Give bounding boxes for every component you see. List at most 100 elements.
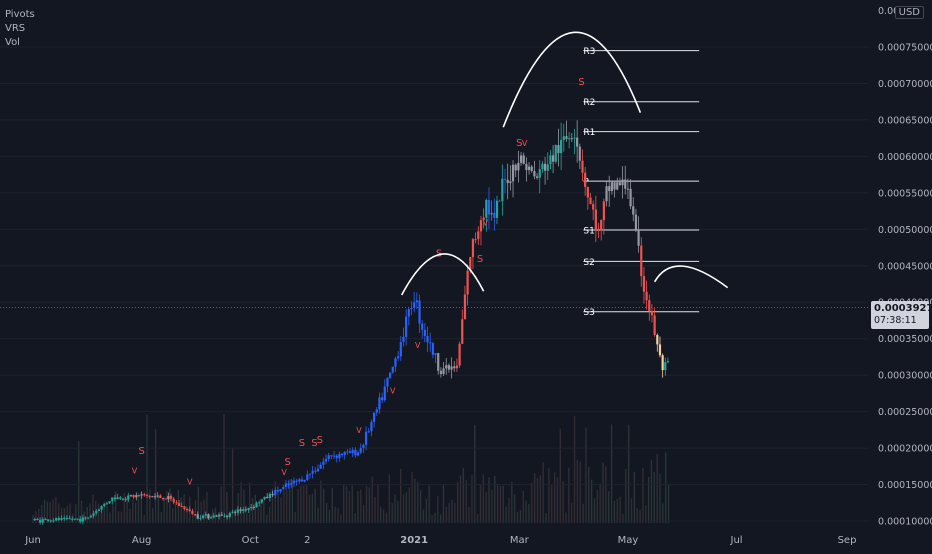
candle-body (255, 502, 258, 508)
volume-bar (382, 509, 385, 523)
legend-item-vol[interactable]: Vol (5, 37, 20, 48)
volume-bar (442, 484, 445, 523)
y-tick-label: 0.00010000 (878, 517, 932, 528)
volume-bar (123, 493, 125, 523)
candle-body (541, 163, 544, 170)
volume-bar (106, 505, 108, 523)
volume-bar (496, 483, 499, 523)
candle-body (519, 155, 523, 163)
candle-body (527, 166, 531, 171)
volume-bar (243, 489, 245, 523)
volume-bar (320, 480, 322, 523)
candle-body (637, 229, 640, 246)
legend-item-vrs[interactable]: VRS (5, 23, 26, 34)
volume-bar (72, 513, 74, 523)
volume-bar (434, 512, 436, 523)
volume-bar (166, 490, 168, 523)
candle-body (632, 206, 635, 215)
candle-body (127, 495, 130, 500)
volume-bar (134, 502, 137, 523)
candle-body (455, 365, 459, 369)
candle-body (250, 507, 253, 509)
candle-body (44, 519, 47, 521)
candle-body (116, 497, 119, 500)
volume-bar (194, 500, 197, 523)
volume-bar (140, 492, 142, 523)
candle-body (300, 479, 304, 482)
volume-bar (209, 514, 211, 523)
currency-label[interactable]: USD (894, 6, 924, 19)
volume-bar (66, 506, 68, 523)
candle-body (586, 186, 589, 198)
volume-bar (214, 507, 217, 523)
candle-body (581, 160, 584, 173)
candle-body (33, 518, 36, 521)
volume-bar (294, 512, 296, 523)
candle-body (447, 365, 451, 370)
volume-bar (613, 500, 616, 523)
candle-body (97, 509, 101, 511)
candle-body (397, 356, 400, 359)
candle-body (314, 470, 317, 472)
candle-body (362, 444, 365, 448)
candle-body (589, 197, 592, 205)
x-tick-label: Jul (730, 535, 743, 546)
signal-marker: V (356, 426, 362, 435)
volume-bar (553, 472, 556, 523)
candle-body (661, 355, 664, 371)
signal-marker: V (483, 219, 489, 228)
volume-bar (482, 474, 484, 523)
candle-body (340, 453, 344, 456)
volume-bar (380, 506, 382, 523)
volume-bar (559, 428, 561, 523)
candle-body (666, 361, 670, 363)
x-tick-label: Oct (242, 535, 259, 546)
candle-body (327, 455, 330, 459)
candle-body (624, 179, 627, 189)
candle-body (124, 498, 127, 500)
candle-body (108, 501, 111, 504)
volume-bar (35, 511, 37, 523)
candle-body (495, 200, 499, 218)
volume-bar (325, 503, 328, 523)
pivot-label: R3 (583, 47, 595, 57)
y-tick-label: 0.00070000 (878, 79, 932, 90)
candle-body (266, 496, 269, 498)
legend-item-pivots[interactable]: Pivots (5, 9, 35, 20)
y-tick-label: 0.00060000 (878, 152, 932, 163)
candle-body (533, 170, 536, 177)
candle-body (87, 517, 90, 519)
volume-bar (633, 472, 636, 523)
candle-body (319, 464, 322, 469)
candle-body (234, 511, 237, 513)
pivot-levels: R3 R2 R1 P S1 S2 S3 (0, 47, 868, 318)
candle-body (60, 518, 63, 520)
volume-bar (32, 514, 34, 523)
candle-body (405, 316, 408, 337)
candle-body (137, 495, 141, 497)
volume-bar (157, 495, 160, 523)
volume-bar (334, 506, 336, 523)
candle-body (517, 162, 520, 171)
candle-body (121, 498, 125, 500)
volume-bar (297, 488, 299, 523)
candle-body (610, 182, 613, 192)
top-arc-left (400, 253, 485, 296)
signal-marker: S (516, 138, 522, 149)
x-tick-label: Mar (510, 535, 530, 546)
volume-bar (203, 499, 205, 523)
volume-bar (571, 502, 573, 523)
candle-body (498, 200, 501, 202)
volume-bar (533, 473, 536, 523)
candle-body (434, 353, 437, 355)
signal-marker: V (390, 386, 396, 395)
candle-body (629, 188, 632, 207)
volume-bar (92, 494, 94, 523)
candle-body (247, 508, 250, 511)
volume-bar (365, 486, 368, 523)
candle-body (169, 496, 173, 499)
volume-bar (562, 480, 564, 523)
